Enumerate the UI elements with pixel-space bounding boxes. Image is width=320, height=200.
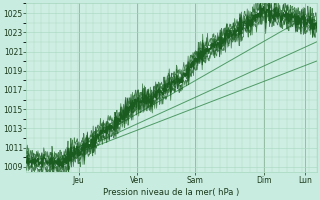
X-axis label: Pression niveau de la mer( hPa ): Pression niveau de la mer( hPa ) — [103, 188, 240, 197]
